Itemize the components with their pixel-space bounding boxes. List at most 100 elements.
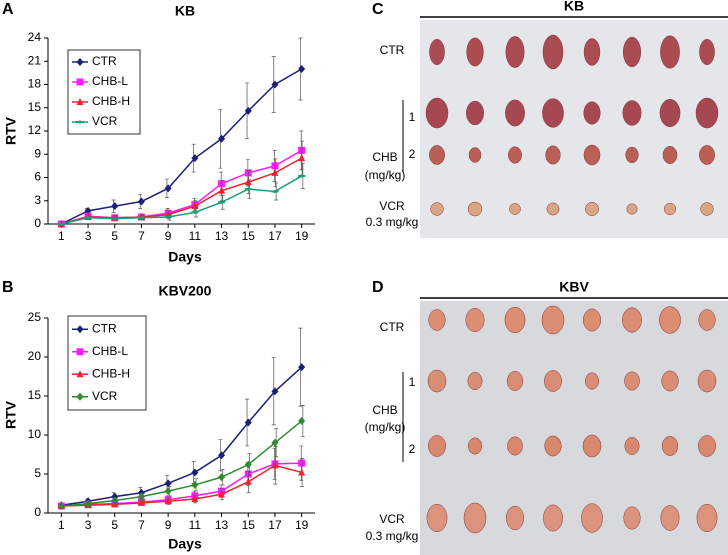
y-tick-label: 21 — [28, 53, 42, 67]
data-point — [57, 222, 65, 226]
tumor — [546, 202, 560, 216]
tumor — [506, 505, 524, 531]
data-point — [244, 470, 252, 478]
legend-marker — [76, 325, 84, 334]
data-point — [84, 499, 92, 508]
series-line — [61, 149, 303, 225]
row-label: CTR — [380, 320, 405, 334]
tumor — [695, 97, 719, 129]
data-point — [111, 496, 119, 505]
tumor — [623, 506, 641, 530]
row-label: 2 — [409, 147, 416, 161]
data-point — [271, 162, 279, 170]
tumor — [429, 39, 445, 65]
data-point — [244, 460, 252, 469]
data-point — [218, 134, 226, 143]
data-point — [218, 490, 226, 498]
tumor — [504, 306, 526, 334]
x-tick-label: 9 — [165, 518, 172, 532]
legend-marker — [76, 98, 84, 105]
tumor — [661, 436, 679, 456]
tumor — [660, 505, 680, 531]
tumor — [583, 38, 601, 66]
tumor — [622, 307, 642, 333]
photo — [420, 20, 728, 238]
tumor — [505, 99, 525, 127]
tumor — [698, 309, 716, 331]
x-tick-label: 19 — [295, 518, 309, 532]
series-line — [61, 68, 303, 225]
x-tick-label: 5 — [111, 229, 118, 243]
tumor — [428, 435, 446, 457]
x-tick-label: 7 — [138, 229, 145, 243]
tumor — [542, 34, 564, 70]
y-tick-label: 6 — [34, 170, 41, 184]
data-point — [298, 459, 306, 467]
tumor — [509, 203, 521, 215]
data-point — [218, 200, 226, 204]
legend-label: CHB-H — [92, 94, 130, 108]
x-tick-label: 3 — [85, 229, 92, 243]
tumor — [696, 504, 718, 532]
data-point — [164, 497, 172, 505]
legend-marker — [76, 58, 84, 66]
x-tick-label: 13 — [215, 229, 229, 243]
data-point — [271, 80, 279, 89]
data-point — [191, 210, 199, 214]
data-point — [244, 106, 252, 115]
tumor — [545, 145, 561, 165]
data-point — [271, 387, 279, 396]
data-point — [218, 186, 226, 194]
data-point — [191, 494, 199, 502]
x-tick-label: 3 — [85, 518, 92, 532]
x-tick-label: 11 — [189, 229, 202, 243]
y-tick-label: 15 — [28, 388, 42, 402]
x-tick-label: 17 — [268, 518, 282, 532]
data-point — [137, 492, 145, 501]
y-axis-label: RTV — [3, 116, 19, 145]
tumor — [585, 202, 599, 216]
tumor — [428, 309, 446, 331]
data-point — [84, 216, 92, 220]
tumor — [659, 99, 681, 127]
tumor — [659, 306, 681, 334]
tumor — [467, 201, 483, 217]
data-point — [298, 154, 306, 162]
series-line — [61, 366, 303, 506]
row-label: CTR — [380, 43, 405, 57]
tumor — [508, 146, 522, 164]
row-label: 1 — [409, 110, 416, 124]
x-axis-label: Days — [168, 249, 202, 265]
series-line — [61, 462, 302, 507]
y-tick-label: 3 — [34, 193, 41, 207]
y-tick-label: 9 — [34, 146, 41, 160]
tumor — [505, 36, 525, 68]
tumor — [506, 371, 524, 391]
tumor — [427, 369, 447, 393]
legend-label: VCR — [92, 389, 118, 403]
tumor — [583, 144, 601, 166]
legend-marker — [76, 348, 84, 356]
tumor — [466, 37, 484, 67]
panel-title: KBV — [559, 279, 589, 295]
data-point — [244, 477, 252, 485]
data-point — [164, 479, 172, 488]
x-tick-label: 9 — [165, 229, 172, 243]
tumor — [585, 372, 599, 390]
row-label: VCR — [379, 199, 405, 213]
tumor — [698, 435, 716, 457]
data-point — [191, 154, 199, 163]
data-point — [164, 487, 172, 496]
row-label: 1 — [409, 375, 416, 389]
row-label: (mg/kg) — [365, 168, 406, 182]
tumor — [581, 503, 603, 533]
tumor — [699, 39, 715, 65]
x-tick-label: 15 — [242, 518, 256, 532]
y-tick-label: 18 — [28, 77, 42, 91]
tumor — [426, 504, 448, 532]
data-point — [111, 202, 119, 211]
data-point — [218, 473, 226, 482]
data-point — [137, 216, 145, 220]
data-point — [244, 187, 252, 191]
tumor — [583, 101, 601, 125]
